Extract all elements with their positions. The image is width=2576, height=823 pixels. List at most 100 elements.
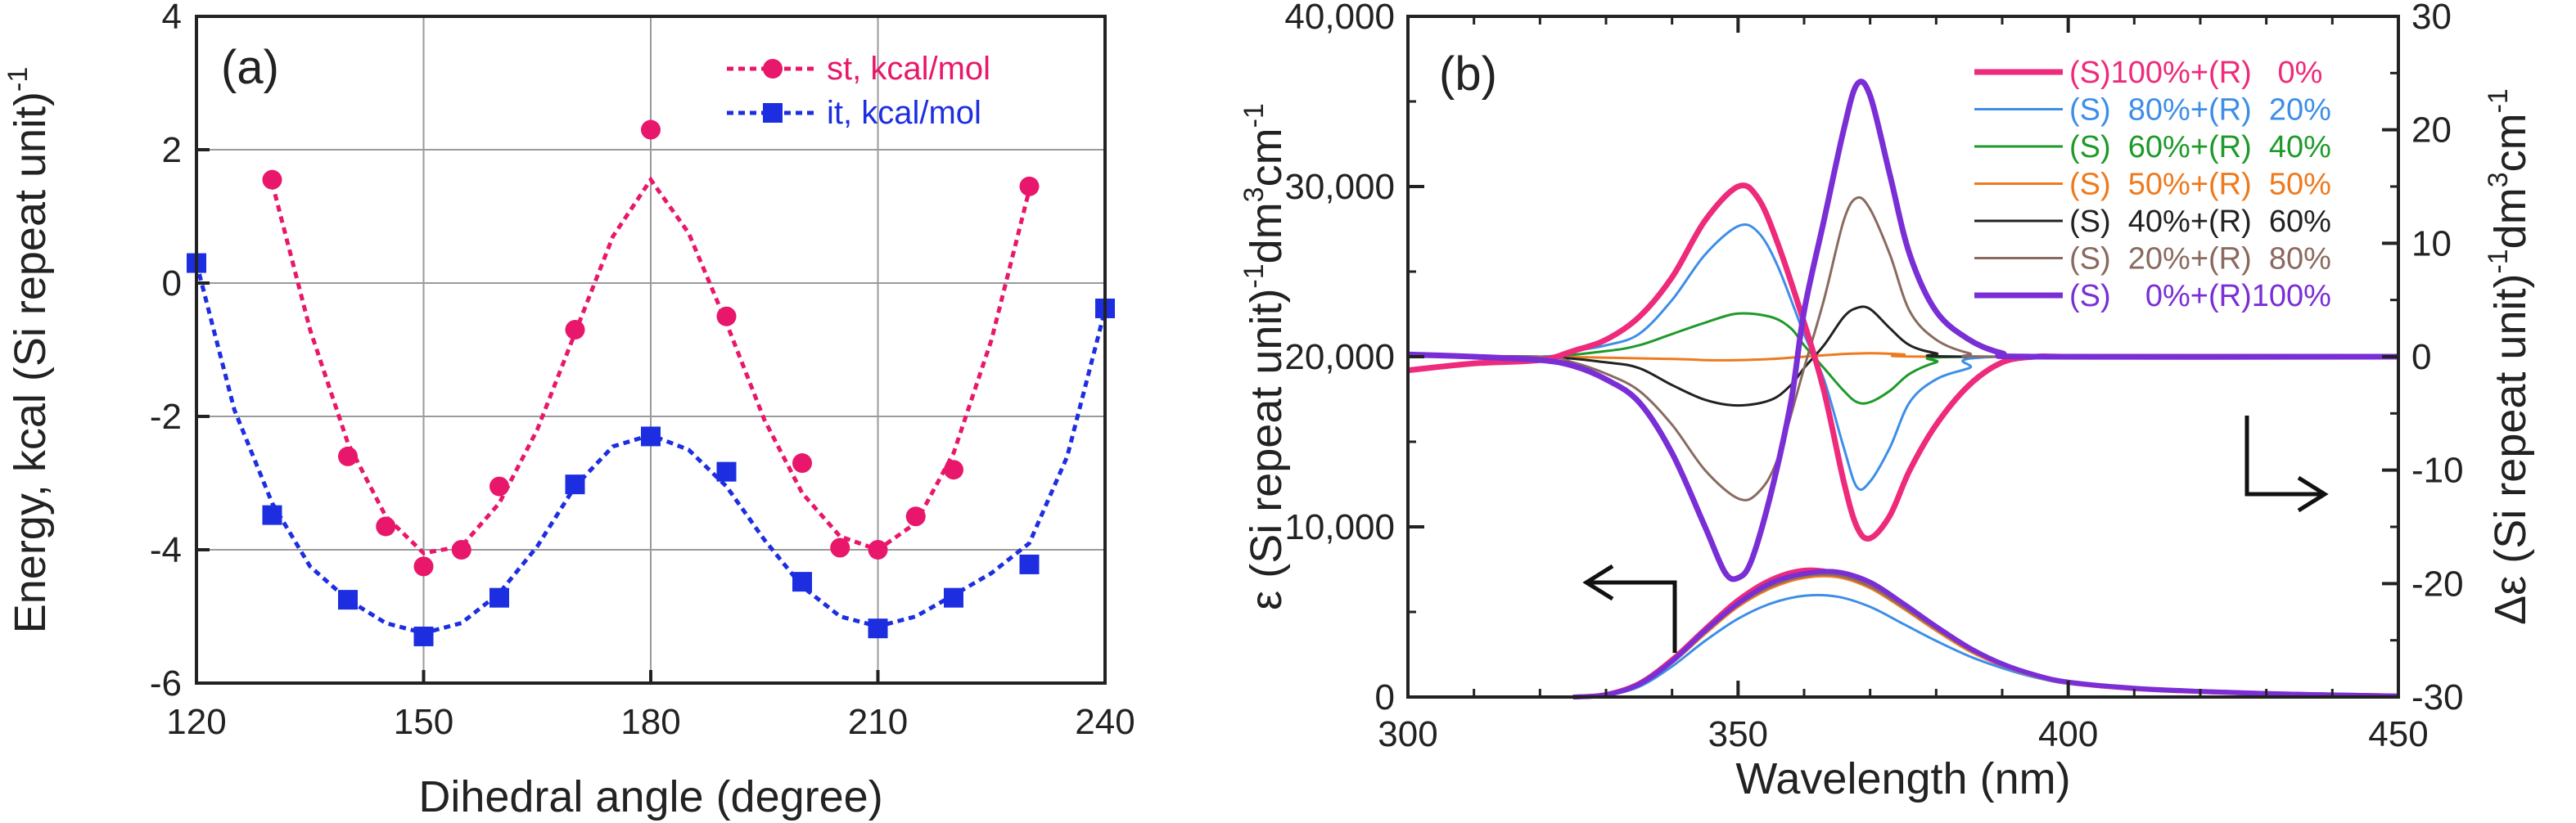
b-x-axis-title: Wavelength (nm) xyxy=(1735,754,2070,803)
right-axis-arrowhead-icon xyxy=(2297,475,2329,513)
b-panel-label: (b) xyxy=(1439,47,1497,101)
b-right-y-title-sup2: 3 xyxy=(2483,172,2514,187)
b-absorption-line xyxy=(1572,593,2399,699)
b-x-tick-label: 350 xyxy=(1708,714,1768,754)
b-right-y-tick-label: -30 xyxy=(2411,677,2464,717)
a-point-it xyxy=(413,626,434,646)
a-y-tick-label: -2 xyxy=(150,397,182,437)
a-point-it xyxy=(716,461,737,482)
b-left-y-tick-label: 10,000 xyxy=(1284,507,1395,547)
a-point-st xyxy=(1019,176,1040,196)
a-point-st xyxy=(830,537,850,558)
a-point-it xyxy=(1019,554,1040,574)
b-right-y-title-b: dm xyxy=(2486,187,2535,249)
b-absorption-line xyxy=(1572,569,2399,699)
b-absorption-line xyxy=(1572,567,2399,699)
b-left-y-tick-label: 40,000 xyxy=(1284,0,1395,37)
a-series-line-st xyxy=(270,176,1031,555)
b-right-y-tick-label: -20 xyxy=(2411,564,2464,604)
a-y-tick-label: 2 xyxy=(162,130,182,170)
b-left-y-title-c: cm xyxy=(1242,128,1291,187)
b-right-y-title-sup3: -1 xyxy=(2483,88,2514,113)
a-y-tick-label: 4 xyxy=(162,0,182,37)
a-point-st xyxy=(338,446,358,466)
b-legend-label: (S) 40%+(R) 60% xyxy=(2069,205,2331,239)
a-legend-st-label: st, kcal/mol xyxy=(827,51,990,87)
a-y-axis-title-main: Energy, kcal (Si repeat unit) xyxy=(6,92,55,633)
a-legend-it-marker xyxy=(763,103,783,123)
b-cd-curves xyxy=(1407,79,2399,582)
a-point-st xyxy=(868,540,888,560)
a-point-st xyxy=(944,460,963,480)
b-ticks: 300 350 400 450010,00020,00030,00040,000-30… xyxy=(1284,0,2463,754)
b-right-y-tick-label: 10 xyxy=(2411,223,2452,263)
b-x-tick-label: 450 xyxy=(2368,714,2428,754)
b-right-y-title-c: cm xyxy=(2486,113,2535,172)
panel-b: 300 350 400 450010,00020,00030,00040,000-30… xyxy=(1238,0,2535,803)
a-y-axis-title: Energy, kcal (Si repeat unit)-1 xyxy=(2,67,55,634)
a-y-axis-title-sup: -1 xyxy=(2,67,34,92)
b-cd-line xyxy=(1407,305,2399,407)
right-axis-arrow-icon xyxy=(2244,416,2323,497)
b-cd-line xyxy=(1407,79,2399,582)
panel-a: 120 150 180 210 240 -6 -4 -2 0 2 4 (a) Dihedral an… xyxy=(2,0,1135,821)
left-axis-arrow-icon xyxy=(1588,580,1677,653)
b-right-y-tick-label: -10 xyxy=(2411,451,2464,491)
a-x-axis-title: Dihedral angle (degree) xyxy=(418,772,882,821)
a-point-it xyxy=(944,587,963,608)
b-right-y-title-a: Δε (Si repeat unit) xyxy=(2486,274,2535,625)
a-point-it xyxy=(338,590,358,610)
b-x-tick-label: 300 xyxy=(1378,714,1437,754)
a-legend-entry-it: it, kcal/mol xyxy=(727,95,981,131)
a-x-tick-label: 240 xyxy=(1075,702,1135,742)
a-point-st xyxy=(413,556,434,577)
a-x-tick-label: 180 xyxy=(620,702,680,742)
a-point-it xyxy=(565,474,585,495)
a-x-tick-label: 210 xyxy=(848,702,908,742)
b-left-y-tick-label: 0 xyxy=(1375,677,1395,717)
b-legend-label: (S) 60%+(R) 40% xyxy=(2069,130,2331,164)
a-point-st xyxy=(641,119,661,140)
b-right-y-tick-label: 0 xyxy=(2411,337,2431,377)
b-left-y-axis-title: ε (Si repeat unit)-1dm3cm-1 xyxy=(1238,103,1291,610)
b-left-y-title-b: dm xyxy=(1242,202,1291,263)
b-legend-label: (S) 0%+(R)100% xyxy=(2069,279,2331,313)
b-legend-label: (S) 80%+(R) 20% xyxy=(2069,93,2331,128)
b-right-y-tick-label: 20 xyxy=(2411,110,2452,151)
left-axis-arrowhead-icon xyxy=(1582,564,1614,601)
b-legend: (S)100%+(R) 0%(S) 80%+(R) 20%(S) 60%+(R)… xyxy=(1974,56,2331,313)
a-point-st xyxy=(262,169,282,190)
a-point-it xyxy=(792,572,812,592)
b-left-y-tick-label: 30,000 xyxy=(1284,167,1395,207)
b-legend-label: (S) 50%+(R) 50% xyxy=(2069,168,2331,202)
a-point-st xyxy=(451,540,471,560)
a-y-tick-label: -4 xyxy=(150,530,182,570)
b-left-y-title-sup3: -1 xyxy=(1238,103,1270,128)
a-y-tick-label: -6 xyxy=(150,663,182,704)
b-left-y-title-sup2: 3 xyxy=(1238,187,1270,202)
a-point-st xyxy=(716,306,737,326)
a-legend-it-label: it, kcal/mol xyxy=(827,95,981,131)
a-ticks: 120 150 180 210 240 -6 -4 -2 0 2 4 xyxy=(150,0,1135,742)
b-cd-line xyxy=(1407,196,2399,501)
b-left-y-title-sup1: -1 xyxy=(1238,263,1270,288)
b-right-y-title-sup1: -1 xyxy=(2483,249,2514,273)
a-point-it xyxy=(641,426,661,447)
a-point-st xyxy=(565,320,585,340)
b-left-y-title-a: ε (Si repeat unit) xyxy=(1242,289,1291,610)
a-point-st xyxy=(905,506,926,527)
b-right-y-axis-title: Δε (Si repeat unit)-1dm3cm-1 xyxy=(2483,88,2535,625)
b-legend-label: (S) 20%+(R) 80% xyxy=(2069,242,2331,277)
a-point-it xyxy=(868,618,888,639)
a-point-st xyxy=(489,476,509,497)
a-point-st xyxy=(792,453,812,474)
a-point-st xyxy=(376,516,396,537)
a-legend-st-marker xyxy=(763,59,783,79)
b-absorption-curves xyxy=(1572,567,2399,699)
b-right-y-tick-label: 30 xyxy=(2411,0,2452,37)
a-legend: st, kcal/mol it, kcal/mol xyxy=(727,51,990,131)
a-x-tick-label: 120 xyxy=(166,702,226,742)
a-point-it xyxy=(262,505,282,525)
a-legend-entry-st: st, kcal/mol xyxy=(727,51,990,87)
